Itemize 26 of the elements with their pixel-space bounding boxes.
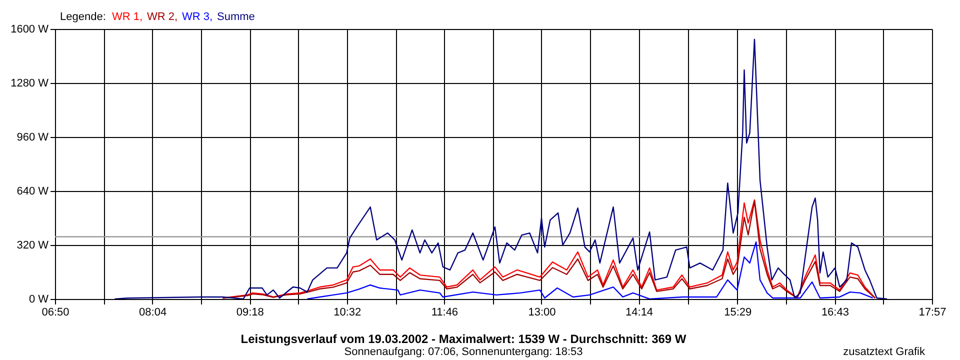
x-tick-label: 16:43 xyxy=(821,306,849,318)
text: Leistungsverlauf vom 19.03.2002 - Maximalwert: 1539 W - Durchschnitt: 369 W xyxy=(240,332,687,346)
x-tick-label: 14:14 xyxy=(626,306,654,318)
x-tick-label: 17:57 xyxy=(918,306,946,318)
x-tick-label: 08:04 xyxy=(139,306,167,318)
y-tick-label: 320 W xyxy=(16,240,50,252)
text: WR 1, xyxy=(112,11,143,23)
line-series xyxy=(306,241,874,299)
x-tick-label: 10:32 xyxy=(334,306,362,318)
text: Sonnenaufgang: 07:06, Sonnenuntergang: 18:53 xyxy=(344,346,583,358)
text: zusatztext Grafik xyxy=(843,346,926,358)
line-series xyxy=(114,38,888,299)
y-tick-label: 1280 W xyxy=(10,78,50,90)
x-tick-label: 13:00 xyxy=(528,306,556,318)
text: Summe xyxy=(217,11,255,23)
x-tick-label: 11:46 xyxy=(431,306,458,318)
y-tick-label: 640 W xyxy=(16,186,50,198)
x-tick-label: 09:18 xyxy=(236,306,264,318)
x-tick-label: 06:50 xyxy=(42,306,70,318)
x-tick-label: 15:29 xyxy=(724,306,752,318)
y-tick-label: 960 W xyxy=(16,132,50,144)
y-tick-label: 0 W xyxy=(28,294,50,306)
text: WR 3, xyxy=(182,11,213,23)
y-tick-label: 1600 W xyxy=(10,24,50,36)
legend-title: Legende: xyxy=(60,11,106,23)
text: WR 2, xyxy=(147,11,178,23)
